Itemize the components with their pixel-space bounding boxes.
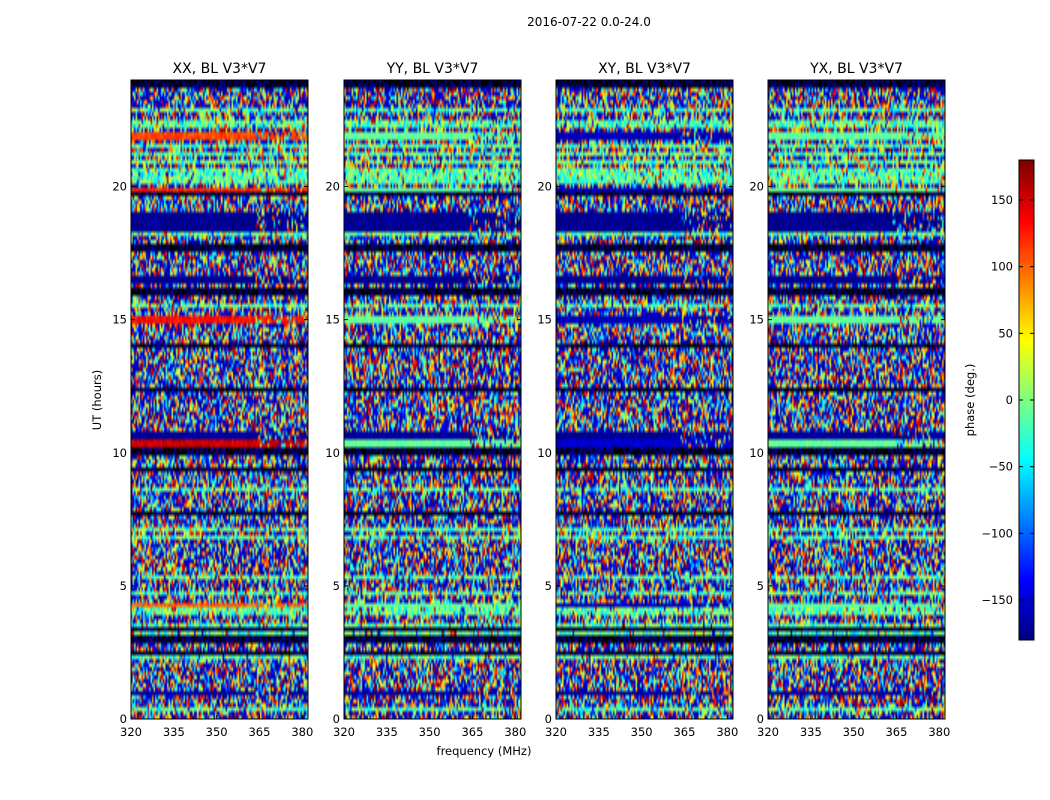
- x-tick-label: 380: [291, 725, 313, 739]
- colorbar-tick-label: −100: [981, 526, 1013, 540]
- x-tick-label: 320: [545, 725, 567, 739]
- y-tick-label: 15: [537, 313, 552, 327]
- y-tick-label: 15: [749, 313, 764, 327]
- y-tick-label: 20: [749, 180, 764, 194]
- panel-4: YX, BL V3*V7 320 335 350 365 380 0 5 10 15 20: [749, 61, 950, 739]
- x-tick-label: 335: [376, 725, 398, 739]
- panel-title: YY, BL V3*V7: [386, 61, 479, 77]
- x-tick-label: 335: [800, 725, 822, 739]
- x-tick-label: 365: [673, 725, 695, 739]
- x-tick-label: 320: [333, 725, 355, 739]
- y-tick-label: 15: [112, 313, 127, 327]
- y-tick-label: 15: [325, 313, 340, 327]
- heatmap-image: [556, 80, 733, 719]
- y-tick-label: 5: [545, 579, 552, 593]
- colorbar-tick-label: 50: [998, 326, 1013, 340]
- heatmap-image: [344, 80, 521, 719]
- y-tick-label: 20: [112, 180, 127, 194]
- x-tick-label: 350: [843, 725, 865, 739]
- x-tick-label: 335: [163, 725, 185, 739]
- y-tick-label: 5: [120, 579, 127, 593]
- x-tick-label: 350: [206, 725, 228, 739]
- y-tick-label: 0: [757, 712, 764, 726]
- x-tick-label: 320: [120, 725, 142, 739]
- x-tick-label: 350: [419, 725, 441, 739]
- x-tick-label: 380: [716, 725, 738, 739]
- x-tick-label: 380: [928, 725, 950, 739]
- y-tick-label: 10: [112, 446, 127, 460]
- x-tick-label: 365: [248, 725, 270, 739]
- panel-3: XY, BL V3*V7 320 335 350 365 380 0 5 10 15 20: [537, 61, 738, 739]
- x-tick-label: 380: [504, 725, 526, 739]
- y-axis-label: UT (hours): [90, 370, 104, 430]
- y-tick-label: 0: [545, 712, 552, 726]
- figure-suptitle: 2016-07-22 0.0-24.0: [527, 15, 651, 29]
- y-tick-label: 10: [537, 446, 552, 460]
- panel-frame: [130, 79, 309, 720]
- heatmap-image: [768, 80, 945, 719]
- panel-title: YX, BL V3*V7: [809, 61, 903, 77]
- x-tick-label: 350: [631, 725, 653, 739]
- panel-1: XX, BL V3*V7 320 335 350 365 380 0 5 10 15 20: [112, 61, 313, 739]
- panel-frame: [555, 79, 734, 720]
- x-tick-label: 335: [588, 725, 610, 739]
- colorbar-tick-label: −50: [989, 460, 1013, 474]
- y-tick-label: 5: [757, 579, 764, 593]
- panel-2: YY, BL V3*V7 320 335 350 365 380 0 5 10 15 20: [325, 61, 526, 739]
- panel-frame: [343, 79, 522, 720]
- colorbar-tick-label: 150: [991, 193, 1013, 207]
- panel-frame: [767, 79, 946, 720]
- y-tick-label: 10: [325, 446, 340, 460]
- x-tick-label: 365: [885, 725, 907, 739]
- heatmap-image: [131, 80, 308, 719]
- y-tick-label: 20: [537, 180, 552, 194]
- colorbar-tick-label: 0: [1006, 393, 1013, 407]
- colorbar-label: phase (deg.): [963, 364, 977, 437]
- x-tick-label: 365: [461, 725, 483, 739]
- colorbar-tick-label: −150: [981, 593, 1013, 607]
- x-tick-label: 320: [757, 725, 779, 739]
- panel-title: XY, BL V3*V7: [598, 61, 691, 77]
- y-tick-label: 10: [749, 446, 764, 460]
- colorbar: 150 100 50 0 −50 −100 −150: [981, 159, 1035, 641]
- y-tick-label: 5: [333, 579, 340, 593]
- x-axis-label: frequency (MHz): [437, 744, 532, 758]
- y-tick-label: 0: [333, 712, 340, 726]
- y-tick-label: 20: [325, 180, 340, 194]
- panel-title: XX, BL V3*V7: [173, 61, 267, 77]
- colorbar-gradient: [1019, 160, 1034, 640]
- colorbar-tick-label: 100: [991, 260, 1013, 274]
- y-tick-label: 0: [120, 712, 127, 726]
